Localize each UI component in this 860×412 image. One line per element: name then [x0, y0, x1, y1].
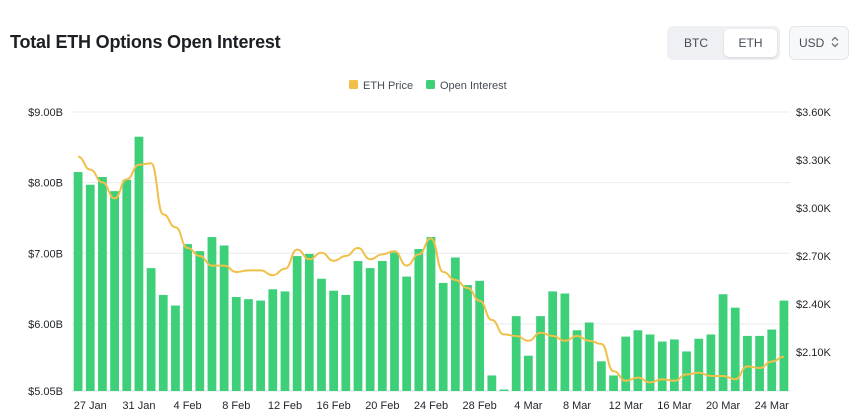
- open-interest-bar: [596, 361, 606, 391]
- currency-select[interactable]: USD: [789, 26, 849, 60]
- btc-tab[interactable]: BTC: [684, 36, 708, 50]
- open-interest-bar: [511, 316, 521, 391]
- open-interest-bar: [134, 136, 144, 391]
- x-axis-tick-label: 27 Jan: [74, 400, 107, 412]
- open-interest-bar: [377, 261, 387, 391]
- open-interest-bar: [767, 329, 777, 391]
- right-axis-tick-label: $3.30K: [796, 155, 832, 167]
- page-title: Total ETH Options Open Interest: [10, 32, 281, 52]
- open-interest-bar: [268, 289, 278, 391]
- open-interest-bar: [110, 191, 119, 391]
- x-axis-tick-label: 16 Feb: [317, 400, 351, 412]
- x-axis-tick-label: 12 Mar: [609, 400, 644, 412]
- open-interest-bar: [146, 268, 156, 391]
- open-interest-bar: [755, 335, 764, 391]
- open-interest-bar: [621, 336, 631, 391]
- open-interest-bar: [329, 290, 339, 391]
- x-axis-tick-label: 12 Feb: [268, 400, 302, 412]
- open-interest-bar: [219, 245, 229, 391]
- open-interest-bar: [98, 176, 107, 391]
- open-interest-bar: [645, 334, 655, 391]
- right-axis-tick-label: $2.40K: [796, 299, 832, 311]
- x-axis-tick-label: 24 Feb: [414, 400, 448, 412]
- open-interest-bar: [450, 257, 460, 391]
- open-interest-bar: [292, 256, 302, 391]
- right-axis-tick-label: $3.00K: [796, 203, 832, 215]
- x-axis-tick-label: 24 Mar: [755, 400, 790, 412]
- open-interest-bar: [365, 268, 375, 391]
- open-interest-bar: [353, 261, 363, 391]
- open-interest-bar: [682, 351, 691, 391]
- legend-eth-price-swatch: [349, 80, 358, 89]
- x-axis-tick-label: 8 Mar: [563, 400, 591, 412]
- left-axis-tick-label: $5.05B: [28, 386, 63, 398]
- open-interest-bar: [171, 305, 180, 391]
- x-axis-tick-label: 4 Mar: [514, 400, 542, 412]
- open-interest-bar: [523, 355, 533, 391]
- eth-price-line: [77, 155, 784, 384]
- open-interest-bar: [779, 300, 789, 391]
- open-interest-bar: [244, 299, 253, 391]
- x-axis-tick-label: 20 Mar: [706, 400, 741, 412]
- right-axis-tick-label: $2.10K: [796, 347, 832, 359]
- open-interest-bar: [670, 339, 679, 391]
- open-interest-bar: [317, 278, 326, 391]
- open-interest-bar: [85, 184, 95, 391]
- open-interest-bar: [609, 375, 618, 391]
- left-axis-tick-label: $9.00B: [28, 107, 63, 119]
- open-interest-bar: [584, 322, 594, 391]
- x-axis-tick-label: 8 Feb: [222, 400, 250, 412]
- open-interest-bar: [560, 293, 570, 391]
- chevron-up-down-icon: [831, 27, 839, 59]
- x-axis-tick-label: 20 Feb: [365, 400, 399, 412]
- open-interest-bar: [706, 334, 716, 391]
- legend-open-interest-label: Open Interest: [440, 80, 507, 92]
- open-interest-bar: [463, 285, 472, 391]
- open-interest-bar: [73, 172, 83, 391]
- legend-eth-price-label: ETH Price: [363, 80, 413, 92]
- open-interest-bar: [207, 237, 217, 391]
- open-interest-bar: [438, 282, 448, 391]
- open-interest-bar: [657, 341, 667, 391]
- open-interest-bar: [633, 330, 643, 391]
- open-interest-bar: [426, 237, 436, 391]
- open-interest-bar: [414, 249, 424, 391]
- open-interest-bar: [694, 338, 704, 391]
- legend-open-interest-swatch: [426, 80, 435, 89]
- x-axis-tick-label: 28 Feb: [463, 400, 497, 412]
- open-interest-bar: [718, 294, 728, 391]
- open-interest-bar: [743, 335, 752, 391]
- open-interest-bar: [341, 294, 351, 391]
- currency-label: USD: [799, 36, 825, 50]
- right-axis-tick-label: $2.70K: [796, 251, 832, 263]
- left-axis-tick-label: $8.00B: [28, 178, 63, 190]
- open-interest-bar: [730, 307, 740, 391]
- open-interest-bar: [122, 179, 132, 391]
- x-axis-tick-label: 4 Feb: [174, 400, 202, 412]
- right-axis-tick-label: $3.60K: [796, 107, 832, 119]
- open-interest-bar: [280, 291, 290, 391]
- open-interest-bar: [195, 251, 205, 391]
- x-axis-tick-label: 16 Mar: [657, 400, 692, 412]
- open-interest-bar: [231, 297, 241, 391]
- open-interest-bar: [499, 389, 509, 391]
- open-interest-bar: [487, 375, 497, 391]
- open-interest-bar: [548, 291, 558, 391]
- x-axis-tick-label: 31 Jan: [122, 400, 155, 412]
- open-interest-bar: [572, 330, 582, 391]
- asset-toggle: BTC ETH: [667, 26, 780, 60]
- open-interest-bar: [536, 316, 545, 391]
- open-interest-bar: [390, 252, 399, 391]
- open-interest-bar: [304, 253, 314, 391]
- left-axis-tick-label: $6.00B: [28, 319, 63, 331]
- eth-tab[interactable]: ETH: [724, 29, 777, 57]
- open-interest-bar: [402, 276, 412, 391]
- open-interest-bar: [475, 280, 485, 391]
- open-interest-bar: [256, 300, 266, 391]
- left-axis-tick-label: $7.00B: [28, 248, 63, 260]
- open-interest-bar: [158, 294, 168, 391]
- open-interest-bar: [183, 244, 192, 391]
